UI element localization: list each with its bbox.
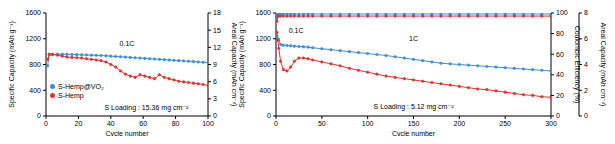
svg-text:60: 60 (139, 120, 147, 127)
html-text:S-Hemp: S-Hemp (58, 92, 84, 99)
svg-text:0.1C: 0.1C (289, 27, 304, 34)
svg-text:0.1C: 0.1C (120, 40, 135, 47)
svg-text:400: 400 (29, 87, 41, 94)
svg-text:12: 12 (213, 44, 221, 51)
svg-text:400: 400 (259, 87, 271, 94)
svg-text:6: 6 (584, 35, 588, 42)
svg-text:S Loading : 5.12 mg cm⁻²: S Loading : 5.12 mg cm⁻² (374, 103, 455, 111)
svg-text:100: 100 (556, 9, 568, 16)
svg-text:1C: 1C (409, 35, 418, 42)
svg-text:150: 150 (408, 120, 420, 127)
svg-text:1200: 1200 (25, 35, 41, 42)
svg-text:800: 800 (259, 61, 271, 68)
svg-text:0: 0 (267, 112, 271, 119)
svg-text:0: 0 (584, 112, 588, 119)
svg-text:Specific Capacity (mAh g⁻¹): Specific Capacity (mAh g⁻¹) (238, 21, 246, 108)
svg-text:0: 0 (274, 120, 278, 127)
svg-text:Cycle number: Cycle number (105, 130, 149, 136)
svg-text:20: 20 (556, 92, 564, 99)
svg-text:1600: 1600 (255, 9, 271, 16)
svg-text:S Loading : 15.36 mg cm⁻²: S Loading : 15.36 mg cm⁻² (105, 104, 190, 112)
svg-text:0: 0 (37, 112, 41, 119)
svg-text:100: 100 (202, 120, 214, 127)
svg-text:18: 18 (213, 9, 221, 16)
svg-text:80: 80 (172, 120, 180, 127)
svg-text:Specific Capacity (mAh g⁻¹): Specific Capacity (mAh g⁻¹) (8, 21, 16, 108)
svg-text:1600: 1600 (25, 9, 41, 16)
svg-text:3: 3 (213, 95, 217, 102)
svg-text:40: 40 (107, 120, 115, 127)
svg-text:Areal Capacity (mAh cm⁻²): Areal Capacity (mAh cm⁻²) (599, 23, 607, 107)
svg-text:40: 40 (556, 71, 564, 78)
svg-text:80: 80 (556, 30, 564, 37)
svg-text:Coulombic Efficiency (%): Coulombic Efficiency (%) (573, 26, 581, 104)
svg-text:100: 100 (362, 120, 374, 127)
svg-text:6: 6 (213, 78, 217, 85)
svg-text:1200: 1200 (255, 35, 271, 42)
svg-text:Cycle number: Cycle number (392, 130, 436, 136)
svg-text:2: 2 (584, 87, 588, 94)
svg-text:15: 15 (213, 27, 221, 34)
svg-text:0: 0 (556, 112, 560, 119)
svg-text:50: 50 (318, 120, 326, 127)
svg-text:800: 800 (29, 61, 41, 68)
svg-text:250: 250 (499, 120, 511, 127)
svg-text:0: 0 (213, 112, 217, 119)
svg-text:300: 300 (545, 120, 557, 127)
svg-text:9: 9 (213, 61, 217, 68)
svg-text:0: 0 (44, 120, 48, 127)
svg-text:Areal Capacity (mAh cm⁻²): Areal Capacity (mAh cm⁻²) (230, 23, 238, 107)
svg-text:4: 4 (584, 61, 588, 68)
html-text:S-Hemp@VO₂: S-Hemp@VO₂ (58, 83, 104, 90)
svg-text:8: 8 (584, 9, 588, 16)
svg-text:60: 60 (556, 51, 564, 58)
svg-text:20: 20 (75, 120, 83, 127)
svg-text:200: 200 (453, 120, 465, 127)
